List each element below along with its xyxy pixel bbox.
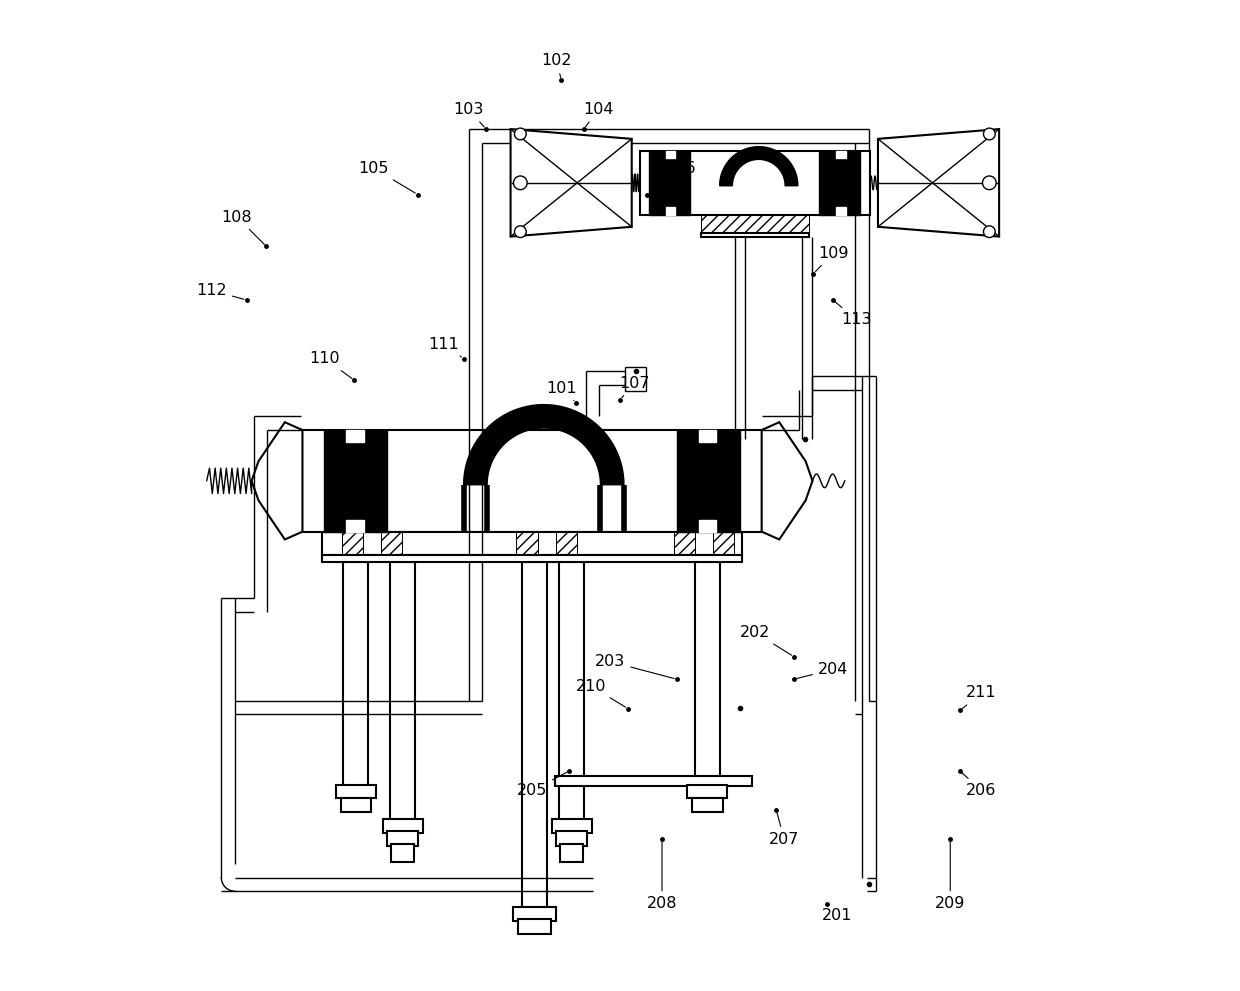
Bar	[341, 799, 371, 812]
Bar	[687, 785, 728, 799]
Polygon shape	[511, 129, 631, 237]
Bar	[381, 531, 402, 555]
Text: 208: 208	[647, 842, 677, 912]
Text: 209: 209	[935, 842, 966, 912]
Bar	[324, 430, 387, 531]
Bar	[836, 151, 846, 159]
Bar	[516, 531, 538, 555]
Bar	[699, 520, 717, 531]
Bar	[836, 207, 846, 215]
Bar	[322, 531, 742, 555]
Circle shape	[983, 128, 996, 140]
Bar	[552, 819, 591, 832]
Text: 105: 105	[358, 161, 415, 193]
Bar	[346, 430, 363, 442]
Text: 110: 110	[310, 351, 352, 379]
Bar	[692, 799, 723, 812]
Bar	[699, 430, 717, 442]
Bar	[387, 830, 418, 846]
Text: 113: 113	[836, 302, 872, 327]
Text: 211: 211	[962, 686, 997, 709]
Bar	[341, 531, 363, 555]
Bar	[392, 844, 414, 862]
Text: 108: 108	[222, 209, 264, 245]
Polygon shape	[719, 147, 797, 185]
Text: 103: 103	[454, 102, 485, 127]
Bar	[677, 430, 740, 531]
Text: 201: 201	[822, 904, 852, 924]
Bar	[666, 207, 676, 215]
Bar	[322, 555, 742, 562]
Bar	[383, 819, 423, 832]
Bar	[701, 215, 808, 233]
Bar	[336, 785, 376, 799]
Text: 104: 104	[583, 102, 614, 127]
Text: 210: 210	[575, 679, 625, 707]
Bar	[554, 776, 751, 786]
Circle shape	[515, 128, 526, 140]
Bar	[512, 907, 557, 921]
Bar	[303, 430, 761, 531]
Bar	[391, 562, 415, 832]
Text: 206: 206	[962, 773, 997, 798]
Bar	[556, 531, 577, 555]
Bar	[696, 562, 719, 799]
Text: 106: 106	[650, 161, 696, 193]
Polygon shape	[252, 422, 303, 539]
Text: 101: 101	[546, 381, 577, 400]
Bar	[673, 531, 696, 555]
Bar	[560, 844, 583, 862]
Text: 111: 111	[429, 337, 461, 357]
Bar	[346, 520, 363, 531]
Text: 204: 204	[796, 662, 848, 679]
Circle shape	[515, 226, 526, 238]
Circle shape	[983, 226, 996, 238]
Circle shape	[982, 176, 996, 189]
Circle shape	[513, 176, 527, 189]
Text: 112: 112	[196, 282, 244, 299]
Text: 109: 109	[816, 246, 848, 272]
Bar	[701, 233, 808, 237]
Text: 205: 205	[517, 772, 567, 798]
Bar	[713, 531, 734, 555]
Bar	[650, 151, 691, 215]
Text: 102: 102	[541, 54, 572, 77]
Bar	[343, 562, 368, 799]
Bar	[559, 562, 584, 832]
Bar	[625, 367, 646, 390]
Text: 207: 207	[769, 813, 800, 847]
Bar	[518, 919, 551, 935]
Polygon shape	[878, 129, 999, 237]
Text: 202: 202	[739, 624, 791, 655]
Polygon shape	[464, 404, 624, 485]
Text: 107: 107	[620, 376, 650, 397]
Text: 203: 203	[595, 654, 675, 679]
Polygon shape	[761, 422, 812, 539]
Bar	[522, 562, 547, 921]
Bar	[640, 151, 870, 215]
Bar	[820, 151, 861, 215]
Bar	[557, 830, 587, 846]
Bar	[666, 151, 676, 159]
